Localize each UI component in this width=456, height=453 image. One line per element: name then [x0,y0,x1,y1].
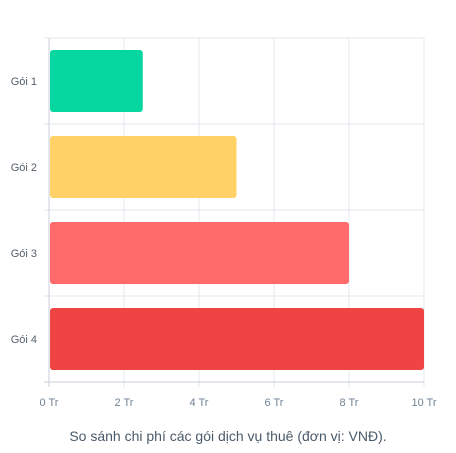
y-category-label: Gói 1 [11,76,37,88]
x-tick-label: 4 Tr [190,397,209,409]
bar-3 [50,222,349,284]
bars [50,50,424,370]
x-tick-label: 2 Tr [115,397,134,409]
axes: 0 Tr 2 Tr 4 Tr 6 Tr 8 Tr 10 Tr Gói 1 Gói 2 Gói 3… [11,38,437,409]
y-category-label: Gói 2 [11,162,37,174]
bar-2 [50,136,237,198]
bar-1 [50,50,143,112]
chart-caption: So sánh chi phí các gói dịch vụ thuê (đơ… [69,428,387,444]
x-tick-label: 0 Tr [40,397,59,409]
bar-4 [50,308,424,370]
y-category-label: Gói 3 [11,248,37,260]
x-tick-label: 6 Tr [265,397,284,409]
x-tick-label: 8 Tr [340,397,359,409]
x-tick-label: 10 Tr [411,397,436,409]
bar-chart: 0 Tr 2 Tr 4 Tr 6 Tr 8 Tr 10 Tr Gói 1 Gói 2 Gói 3… [11,37,437,409]
y-category-label: Gói 4 [11,334,37,346]
